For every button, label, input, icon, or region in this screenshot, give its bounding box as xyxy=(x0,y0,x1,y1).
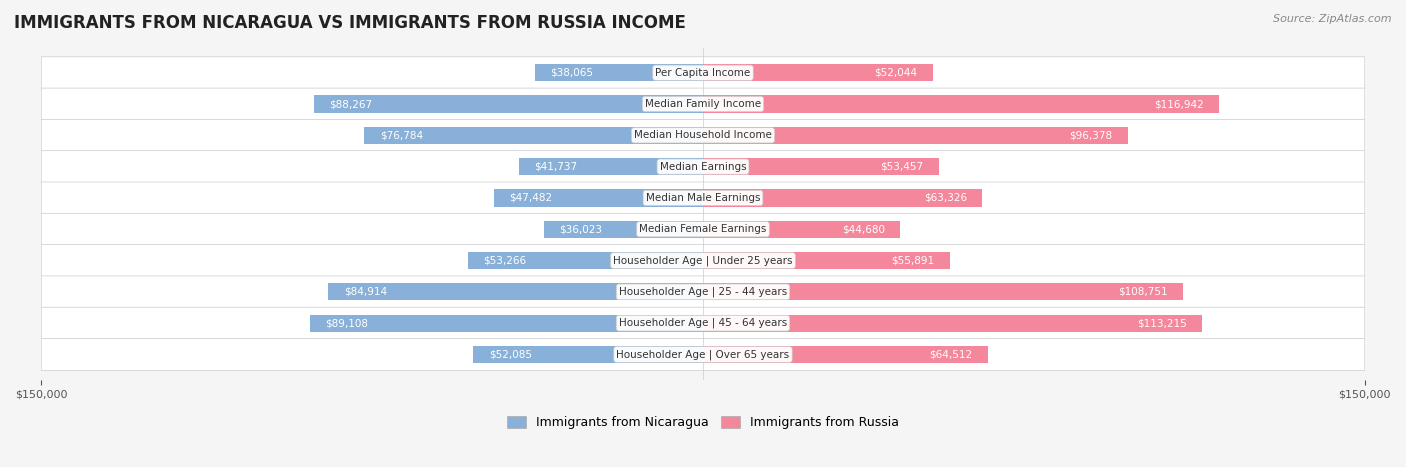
Bar xyxy=(703,315,1202,332)
Bar xyxy=(544,220,703,238)
Bar xyxy=(703,283,1182,300)
FancyBboxPatch shape xyxy=(41,88,1365,120)
Text: Median Household Income: Median Household Income xyxy=(634,130,772,141)
Text: Median Female Earnings: Median Female Earnings xyxy=(640,224,766,234)
Text: $44,680: $44,680 xyxy=(842,224,884,234)
FancyBboxPatch shape xyxy=(41,307,1365,339)
FancyBboxPatch shape xyxy=(41,120,1365,151)
Text: $55,891: $55,891 xyxy=(891,255,934,266)
Text: $52,044: $52,044 xyxy=(875,68,917,78)
Text: $88,267: $88,267 xyxy=(329,99,373,109)
Text: $47,482: $47,482 xyxy=(509,193,553,203)
Bar xyxy=(703,252,949,269)
Text: $108,751: $108,751 xyxy=(1118,287,1167,297)
Bar xyxy=(703,95,1219,113)
Bar xyxy=(314,95,703,113)
Text: Householder Age | 25 - 44 years: Householder Age | 25 - 44 years xyxy=(619,287,787,297)
Bar xyxy=(474,346,703,363)
Bar xyxy=(519,158,703,175)
Text: $89,108: $89,108 xyxy=(325,318,368,328)
Bar xyxy=(536,64,703,81)
Text: $63,326: $63,326 xyxy=(924,193,967,203)
FancyBboxPatch shape xyxy=(41,213,1365,245)
Text: $36,023: $36,023 xyxy=(560,224,603,234)
Bar xyxy=(703,64,932,81)
Text: Householder Age | Over 65 years: Householder Age | Over 65 years xyxy=(616,349,790,360)
Bar xyxy=(329,283,703,300)
Text: Householder Age | Under 25 years: Householder Age | Under 25 years xyxy=(613,255,793,266)
FancyBboxPatch shape xyxy=(41,57,1365,89)
Text: $84,914: $84,914 xyxy=(344,287,387,297)
FancyBboxPatch shape xyxy=(41,182,1365,214)
Text: Median Male Earnings: Median Male Earnings xyxy=(645,193,761,203)
Text: Per Capita Income: Per Capita Income xyxy=(655,68,751,78)
Legend: Immigrants from Nicaragua, Immigrants from Russia: Immigrants from Nicaragua, Immigrants fr… xyxy=(503,412,903,433)
Bar xyxy=(703,158,939,175)
Bar xyxy=(364,127,703,144)
Text: $41,737: $41,737 xyxy=(534,162,578,172)
Text: $53,266: $53,266 xyxy=(484,255,527,266)
FancyBboxPatch shape xyxy=(41,276,1365,308)
Text: $96,378: $96,378 xyxy=(1070,130,1112,141)
FancyBboxPatch shape xyxy=(41,151,1365,183)
Text: IMMIGRANTS FROM NICARAGUA VS IMMIGRANTS FROM RUSSIA INCOME: IMMIGRANTS FROM NICARAGUA VS IMMIGRANTS … xyxy=(14,14,686,32)
Bar xyxy=(494,189,703,206)
Bar xyxy=(703,220,900,238)
FancyBboxPatch shape xyxy=(41,339,1365,370)
Text: $64,512: $64,512 xyxy=(929,349,972,360)
Text: Householder Age | 45 - 64 years: Householder Age | 45 - 64 years xyxy=(619,318,787,328)
Text: $113,215: $113,215 xyxy=(1137,318,1187,328)
Text: Median Earnings: Median Earnings xyxy=(659,162,747,172)
Text: $53,457: $53,457 xyxy=(880,162,924,172)
Bar xyxy=(309,315,703,332)
Text: $52,085: $52,085 xyxy=(489,349,531,360)
Text: $38,065: $38,065 xyxy=(551,68,593,78)
Text: Median Family Income: Median Family Income xyxy=(645,99,761,109)
Bar xyxy=(703,189,983,206)
Text: $116,942: $116,942 xyxy=(1154,99,1204,109)
Bar xyxy=(468,252,703,269)
Text: Source: ZipAtlas.com: Source: ZipAtlas.com xyxy=(1274,14,1392,24)
Text: $76,784: $76,784 xyxy=(380,130,423,141)
Bar xyxy=(703,127,1128,144)
Bar xyxy=(703,346,987,363)
FancyBboxPatch shape xyxy=(41,245,1365,276)
